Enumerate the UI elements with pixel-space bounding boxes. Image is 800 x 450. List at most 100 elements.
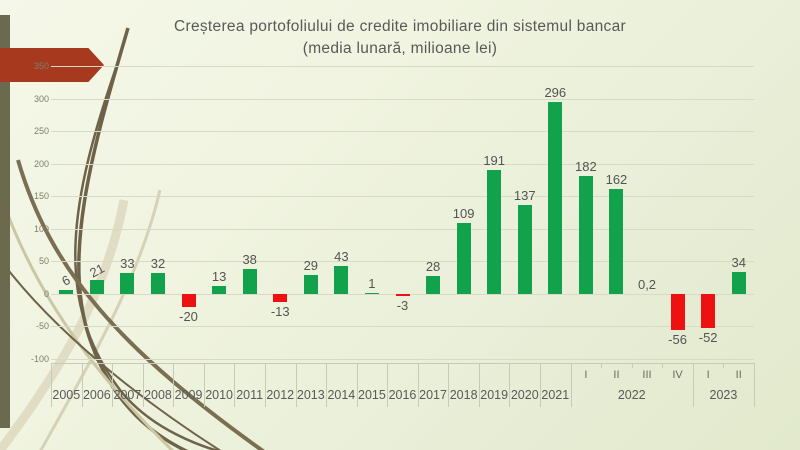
x-axis-group-separator	[295, 363, 297, 407]
x-axis-year-label: 2011	[236, 388, 264, 402]
bar-2012	[273, 293, 288, 302]
gridline	[51, 196, 754, 197]
bar-value-label-2022-I: 182	[575, 158, 597, 174]
x-axis-year-label: 2009	[174, 388, 203, 402]
x-axis-year-label: 2008	[144, 388, 172, 402]
x-axis-year-label: 2023	[709, 388, 738, 402]
bar-value-label-2020: 137	[513, 187, 536, 203]
chart-title-line1: Creșterea portofoliului de credite imobi…	[174, 18, 626, 35]
y-axis-tick-label: 250	[33, 126, 49, 136]
bar-value-label-2008: 32	[150, 255, 166, 271]
bar-2020	[517, 204, 532, 294]
x-axis-year-label: 2012	[266, 388, 295, 402]
bar-value-label-2014: 43	[334, 248, 349, 264]
x-axis-group-separator	[326, 363, 328, 407]
bar-value-label-2018: 109	[452, 205, 475, 221]
x-axis-group-separator	[173, 363, 175, 407]
bar-value-label-2016: -3	[396, 297, 409, 313]
gridline	[51, 98, 754, 100]
x-axis-group-separator	[570, 363, 572, 407]
x-axis-group-separator	[448, 363, 450, 407]
bar-2011	[242, 268, 257, 294]
bar-2017	[426, 275, 441, 294]
bar-value-label-2017: 28	[425, 258, 441, 274]
bar-2010	[212, 285, 227, 294]
left-accent-stripe	[0, 15, 10, 428]
x-axis-group-separator	[692, 363, 694, 407]
x-axis-year-label: 2007	[113, 388, 142, 402]
y-axis-tick-label: 300	[33, 93, 49, 104]
gridline	[51, 66, 754, 67]
x-axis-line	[51, 363, 754, 364]
bar-2007	[120, 272, 135, 294]
x-axis-group-separator	[754, 363, 755, 407]
bar-2022-IV	[670, 293, 685, 330]
bar-value-label-2012: -13	[270, 303, 290, 319]
bar-value-label-2022-IV: -56	[668, 331, 687, 347]
bar-2013	[303, 274, 318, 294]
x-axis-year-label: 2006	[82, 388, 111, 402]
x-axis-year-label: 2016	[388, 388, 417, 402]
gridline	[51, 228, 754, 230]
y-axis-tick-label: 100	[33, 223, 49, 234]
x-axis-group-separator	[203, 363, 205, 407]
bar-2008	[150, 272, 165, 294]
bar-value-label-2023-I: -52	[698, 329, 718, 345]
x-axis-year-label: 2010	[205, 388, 233, 402]
x-axis-year-label: 2018	[449, 388, 478, 402]
y-axis-tick-label: -100	[30, 353, 49, 364]
bar-value-label-2007: 33	[120, 255, 135, 271]
bar-value-label-2011: 38	[242, 251, 257, 267]
bar-2022-I	[578, 175, 593, 294]
x-axis-year-label: 2017	[419, 388, 447, 402]
x-axis-year-label: 2014	[327, 388, 356, 402]
x-axis-minor-tick	[631, 363, 633, 368]
x-axis-group-separator	[478, 363, 480, 407]
gridline	[51, 163, 754, 165]
bar-2019	[487, 169, 502, 294]
bar-2015	[364, 292, 379, 294]
x-axis-group-separator	[264, 363, 266, 407]
x-axis-group-separator	[540, 363, 542, 407]
x-axis-year-label: 2015	[358, 388, 386, 402]
x-axis-year-label: 2020	[510, 388, 539, 402]
x-axis-quarter-label: II	[613, 369, 620, 381]
gridline	[51, 358, 754, 360]
gridline	[51, 261, 754, 262]
x-axis-year-label: 2022	[617, 388, 646, 402]
x-axis-quarter-label: I	[584, 369, 588, 381]
x-axis-minor-tick	[601, 363, 603, 368]
bar-value-label-2022-III: 0,2	[637, 276, 657, 292]
y-axis-tick-label: 0	[43, 288, 49, 299]
x-axis-quarter-label: I	[706, 369, 710, 381]
x-axis-group-separator	[356, 363, 358, 407]
x-axis-group-separator	[234, 363, 236, 407]
y-axis-tick-label: 150	[33, 191, 49, 201]
bar-value-label-2021: 296	[544, 84, 567, 100]
gridline	[51, 326, 754, 327]
bar-2005	[59, 289, 74, 294]
y-axis-tick-label: 350	[33, 61, 49, 71]
y-axis-tick-label: 50	[38, 256, 49, 266]
bar-value-label-2010: 13	[211, 268, 227, 284]
y-axis-tick-label: -50	[35, 321, 49, 331]
bar-2009	[181, 293, 196, 307]
chart-title: Creșterea portofoliului de credite imobi…	[120, 16, 680, 60]
bar-2023-II	[731, 271, 746, 294]
x-axis-quarter-label: III	[642, 369, 652, 381]
bar-value-label-2019: 191	[483, 152, 506, 168]
x-axis-group-separator	[51, 363, 52, 407]
bar-2021	[548, 101, 563, 294]
x-axis-group-separator	[81, 363, 83, 407]
x-axis-group-separator	[112, 363, 114, 407]
x-axis-group-separator	[387, 363, 389, 407]
bar-2016	[395, 293, 410, 296]
bar-value-label-2015: 1	[368, 275, 376, 291]
bar-2022-II	[609, 188, 624, 294]
x-axis-quarter-label: II	[735, 369, 742, 381]
bar-2023-I	[701, 293, 716, 328]
x-axis-year-label: 2019	[480, 388, 509, 402]
